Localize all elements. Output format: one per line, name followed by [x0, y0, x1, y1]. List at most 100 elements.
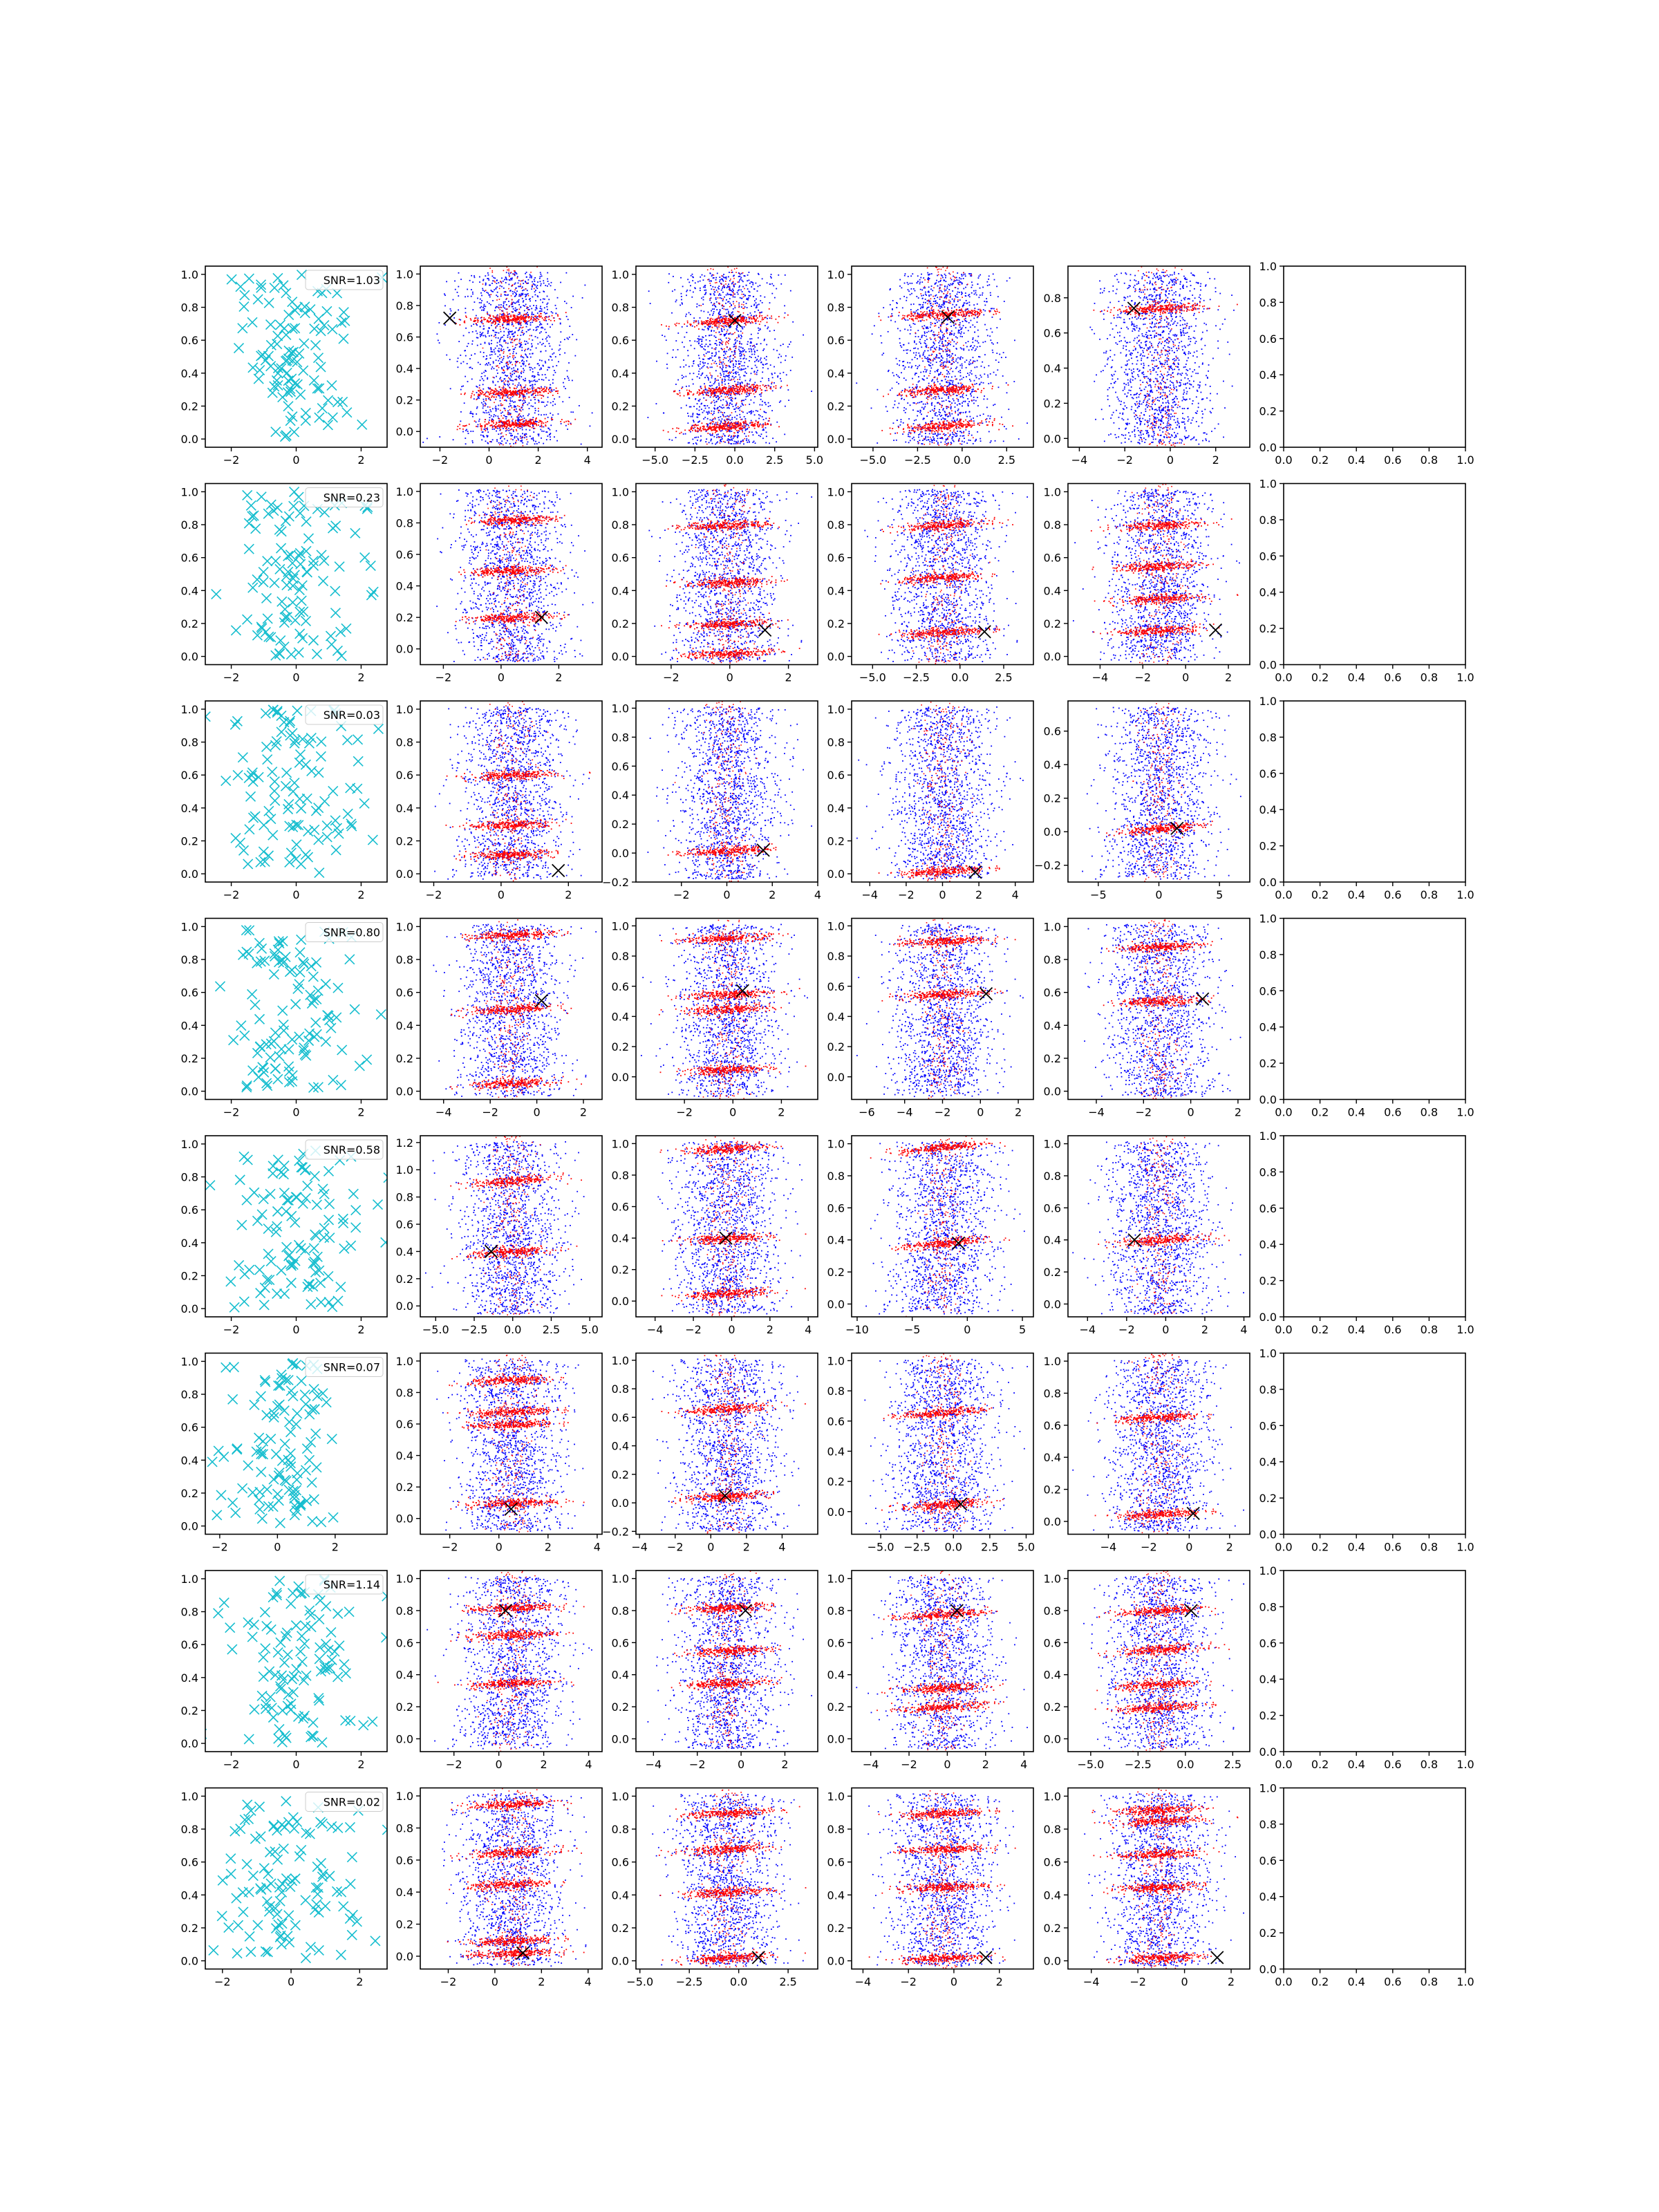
- blue-point: [718, 433, 719, 435]
- blue-point: [472, 293, 474, 294]
- red-point: [500, 326, 501, 328]
- blue-point: [470, 431, 471, 432]
- blue-point: [512, 278, 513, 279]
- red-point: [568, 424, 569, 425]
- blue-point: [752, 442, 753, 443]
- blue-point: [535, 441, 536, 442]
- blue-point: [777, 376, 778, 377]
- blue-point: [532, 439, 534, 440]
- blue-point: [709, 442, 710, 443]
- red-point: [514, 289, 516, 290]
- blue-point: [711, 330, 712, 331]
- blue-point: [714, 305, 715, 306]
- blue-point: [748, 440, 749, 441]
- blue-point: [733, 373, 734, 374]
- blue-point: [766, 435, 767, 437]
- blue-point: [533, 431, 534, 433]
- blue-point: [691, 297, 693, 298]
- blue-point: [498, 420, 500, 422]
- blue-point: [493, 362, 494, 364]
- red-point: [514, 316, 516, 317]
- red-point: [487, 321, 488, 323]
- red-point: [738, 406, 739, 408]
- x-tick-label: 4: [584, 453, 591, 467]
- red-point: [754, 425, 756, 427]
- red-point: [498, 315, 500, 317]
- red-point: [480, 389, 481, 391]
- blue-point: [522, 400, 523, 402]
- blue-point: [477, 406, 478, 408]
- red-point: [713, 391, 714, 393]
- red-point: [776, 385, 777, 386]
- red-point: [701, 388, 702, 389]
- blue-point: [541, 331, 542, 332]
- red-point: [494, 391, 496, 392]
- blue-point: [784, 305, 785, 306]
- red-point: [548, 388, 550, 390]
- red-point: [687, 392, 688, 393]
- red-point: [512, 284, 514, 285]
- blue-point: [713, 277, 714, 279]
- red-point: [742, 308, 744, 309]
- blue-point: [478, 317, 479, 319]
- blue-point: [509, 274, 510, 276]
- blue-point: [747, 280, 748, 281]
- red-point: [704, 386, 706, 387]
- red-point: [552, 419, 553, 420]
- blue-point: [769, 405, 771, 406]
- red-point: [753, 317, 754, 319]
- blue-point: [756, 410, 757, 411]
- blue-point: [465, 350, 466, 351]
- blue-point: [488, 279, 489, 281]
- red-point: [465, 425, 466, 427]
- red-point: [487, 395, 488, 397]
- blue-point: [722, 404, 724, 406]
- blue-point: [688, 415, 689, 417]
- red-point: [511, 272, 512, 273]
- blue-point: [733, 409, 735, 410]
- red-point: [676, 427, 677, 429]
- red-point: [493, 317, 494, 318]
- blue-point: [539, 324, 541, 326]
- blue-point: [742, 286, 744, 288]
- red-point: [519, 392, 521, 393]
- blue-point: [500, 285, 501, 287]
- red-point: [516, 440, 517, 442]
- blue-point: [520, 335, 521, 336]
- blue-point: [551, 311, 552, 312]
- blue-point: [766, 431, 767, 433]
- blue-point: [702, 412, 704, 413]
- blue-point: [516, 288, 517, 289]
- blue-point: [486, 412, 487, 413]
- red-point: [713, 274, 715, 276]
- red-point: [518, 422, 520, 423]
- red-point: [718, 323, 720, 324]
- blue-point: [711, 310, 712, 312]
- red-point: [730, 389, 731, 391]
- red-point: [533, 387, 534, 388]
- red-point: [532, 394, 534, 395]
- blue-point: [478, 424, 479, 425]
- blue-point: [707, 317, 709, 319]
- blue-point: [525, 365, 526, 366]
- blue-point: [734, 417, 735, 418]
- blue-point: [524, 418, 525, 419]
- blue-point: [746, 396, 747, 397]
- red-point: [743, 319, 744, 321]
- red-point: [695, 431, 697, 432]
- blue-point: [499, 341, 500, 343]
- red-point: [507, 395, 509, 397]
- blue-point: [701, 409, 702, 410]
- blue-point: [507, 335, 509, 336]
- red-point: [534, 422, 535, 424]
- blue-point: [738, 363, 740, 364]
- blue-point: [697, 303, 698, 305]
- blue-point: [711, 355, 713, 357]
- blue-point: [751, 351, 752, 353]
- red-point: [510, 319, 512, 321]
- blue-point: [714, 335, 715, 337]
- red-point: [771, 318, 772, 319]
- red-point: [714, 391, 715, 392]
- red-point: [518, 372, 519, 373]
- blue-point: [724, 376, 726, 377]
